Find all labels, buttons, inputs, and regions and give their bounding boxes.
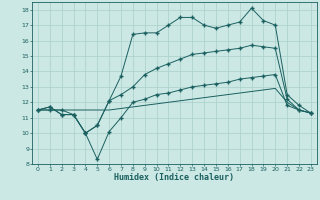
X-axis label: Humidex (Indice chaleur): Humidex (Indice chaleur) [115, 173, 234, 182]
